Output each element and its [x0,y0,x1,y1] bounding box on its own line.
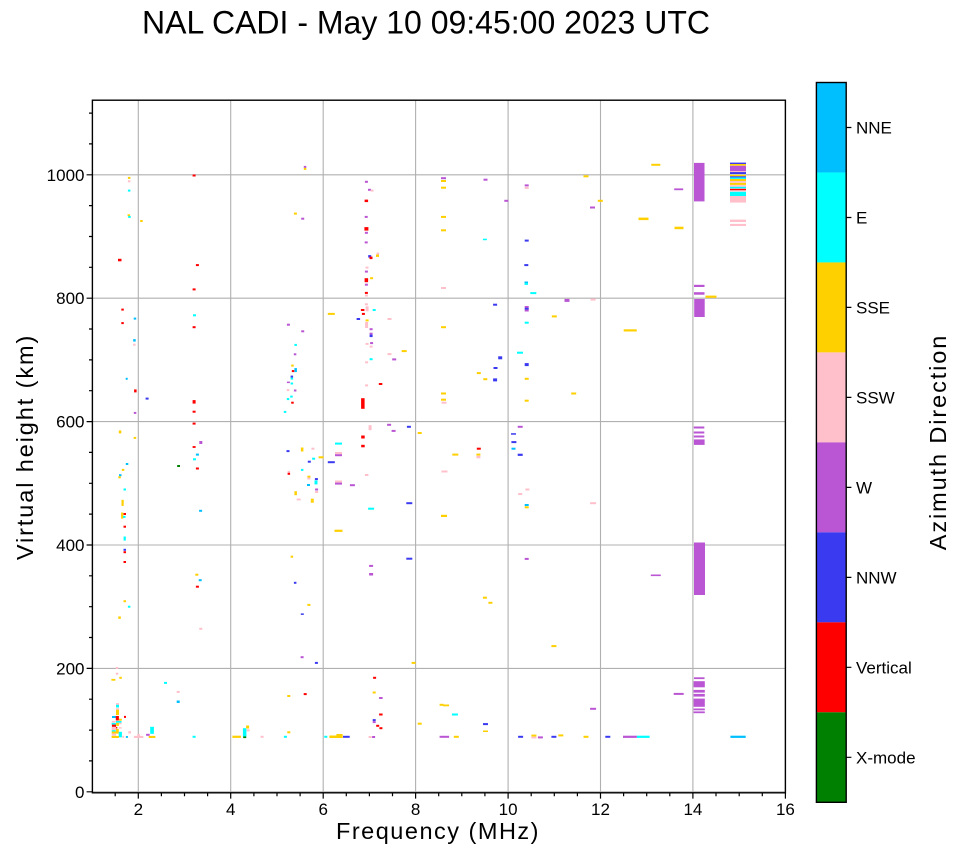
svg-text:14: 14 [683,800,702,819]
svg-text:NNE: NNE [856,119,892,138]
svg-text:800: 800 [56,289,84,308]
svg-text:Azimuth Direction: Azimuth Direction [925,334,951,550]
svg-text:NNW: NNW [856,568,897,587]
svg-text:16: 16 [776,800,795,819]
svg-text:Virtual height (km): Virtual height (km) [12,334,38,560]
svg-text:Vertical: Vertical [856,658,912,677]
svg-text:0: 0 [75,783,84,802]
svg-text:E: E [856,209,867,228]
svg-text:600: 600 [56,413,84,432]
svg-text:2: 2 [134,800,143,819]
svg-text:X-mode: X-mode [856,748,916,767]
svg-text:12: 12 [591,800,610,819]
svg-text:4: 4 [226,800,235,819]
svg-text:8: 8 [411,800,420,819]
svg-text:400: 400 [56,536,84,555]
svg-text:Frequency (MHz): Frequency (MHz) [336,818,540,844]
svg-text:6: 6 [318,800,327,819]
svg-text:SSW: SSW [856,388,895,407]
svg-text:SSE: SSE [856,298,890,317]
svg-text:W: W [856,478,872,497]
svg-text:10: 10 [499,800,518,819]
svg-text:1000: 1000 [47,166,85,185]
svg-text:200: 200 [56,659,84,678]
svg-text:NAL CADI - May 10 09:45:00 202: NAL CADI - May 10 09:45:00 2023 UTC [142,4,710,40]
